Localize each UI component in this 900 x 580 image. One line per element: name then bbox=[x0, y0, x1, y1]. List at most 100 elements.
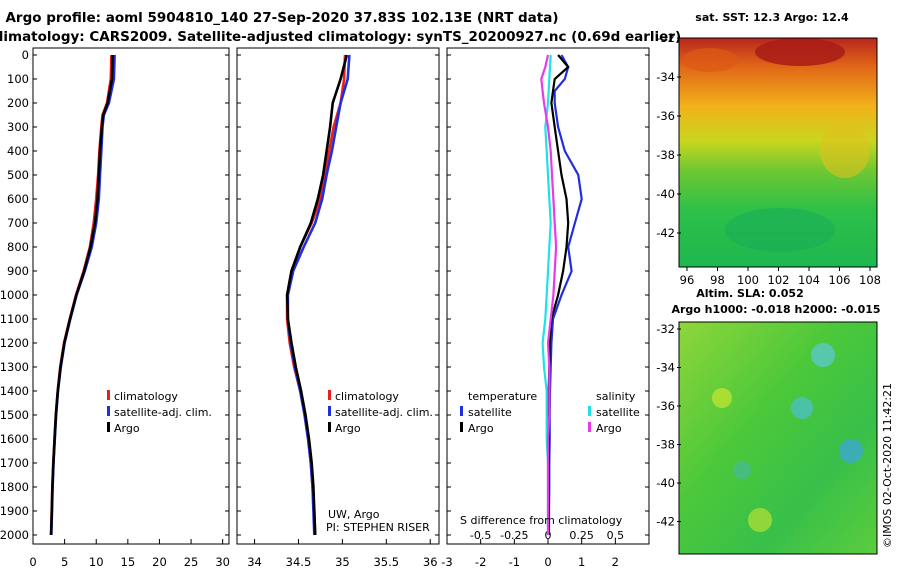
depth-tick-label: 100 bbox=[7, 72, 29, 86]
axes-layer: 0100200300400500600700800900100011001200… bbox=[0, 48, 649, 569]
salinity-x-tick-label: 36 bbox=[423, 555, 438, 569]
difference-x-tick-label: -1 bbox=[509, 555, 520, 569]
legend-label-satellite: satellite-adj. clim. bbox=[335, 406, 433, 419]
depth-tick-label: 2000 bbox=[0, 528, 29, 542]
temperature-x-tick-label: 30 bbox=[215, 555, 230, 569]
depth-tick-label: 1400 bbox=[0, 384, 29, 398]
sla-eddy bbox=[791, 397, 813, 419]
legend-label-climatology: climatology bbox=[114, 390, 178, 403]
salinity-x-tick-label: 35 bbox=[335, 555, 350, 569]
depth-tick-label: 300 bbox=[7, 120, 29, 134]
depth-tick-label: 400 bbox=[7, 144, 29, 158]
sla-lat-tick-label: -42 bbox=[656, 515, 675, 529]
sst-lon-tick-label: 98 bbox=[710, 273, 725, 287]
temperature-x-tick-label: 0 bbox=[29, 555, 36, 569]
sst-warm-patch bbox=[820, 122, 870, 178]
depth-tick-label: 600 bbox=[7, 192, 29, 206]
sst-lat-tick-label: -42 bbox=[656, 226, 675, 240]
sst-lat-tick-label: -36 bbox=[656, 109, 675, 123]
legend-swatch-temp-argo bbox=[460, 422, 463, 432]
salinity-difference-tick-label: 0.5 bbox=[607, 529, 625, 542]
depth-tick-label: 1000 bbox=[0, 288, 29, 302]
legend-swatch-sal-argo bbox=[588, 422, 591, 432]
difference-caption: S difference from climatology bbox=[460, 514, 623, 527]
sst-map bbox=[678, 37, 878, 268]
sst-cool-patch bbox=[725, 208, 835, 252]
legend-label-climatology: climatology bbox=[335, 390, 399, 403]
sst-warm-core bbox=[755, 38, 845, 66]
legend-swatch-satellite bbox=[107, 406, 110, 416]
depth-tick-label: 1700 bbox=[0, 456, 29, 470]
depth-tick-label: 1900 bbox=[0, 504, 29, 518]
sst-map-title: sat. SST: 12.3 Argo: 12.4 bbox=[695, 11, 849, 24]
legend-swatch-temp-satellite bbox=[460, 406, 463, 416]
profile-line-salinity-satellite-adj-clim- bbox=[286, 54, 351, 536]
sla-map-title2: Argo h1000: -0.018 h2000: -0.015 bbox=[671, 303, 880, 316]
depth-tick-label: 200 bbox=[7, 96, 29, 110]
depth-tick-label: 1100 bbox=[0, 312, 29, 326]
sst-lon-tick-label: 106 bbox=[829, 273, 851, 287]
temperature-x-tick-label: 25 bbox=[184, 555, 199, 569]
salinity-x-tick-label: 34.5 bbox=[286, 555, 312, 569]
profile-line-temperature-argo bbox=[49, 54, 114, 536]
sla-eddy bbox=[839, 439, 863, 463]
depth-tick-label: 0 bbox=[22, 48, 29, 62]
salinity-difference-tick-label: 0 bbox=[545, 529, 552, 542]
difference-x-tick-label: 0 bbox=[544, 555, 551, 569]
temperature-legend: climatology satellite-adj. clim. Argo bbox=[107, 390, 212, 435]
temperature-x-tick-label: 10 bbox=[89, 555, 104, 569]
temperature-x-tick-label: 5 bbox=[61, 555, 68, 569]
salinity-x-tick-label: 34 bbox=[247, 555, 262, 569]
sst-lon-tick-label: 108 bbox=[859, 273, 881, 287]
temperature-x-tick-label: 15 bbox=[121, 555, 136, 569]
depth-tick-label: 500 bbox=[7, 168, 29, 182]
difference-line-salinity-argo bbox=[540, 54, 558, 535]
profile-line-salinity-argo bbox=[285, 54, 349, 536]
legend-swatch-argo bbox=[107, 422, 110, 432]
profile-lines-layer bbox=[49, 54, 583, 536]
salinity-legend: climatology satellite-adj. clim. Argo UW… bbox=[326, 390, 433, 534]
profile-line-temperature-satellite-adj-clim- bbox=[50, 54, 116, 536]
salinity-difference-tick-label: -0.5 bbox=[470, 529, 491, 542]
legend-heading-salinity: salinity bbox=[596, 390, 636, 403]
temperature-x-tick-label: 20 bbox=[152, 555, 167, 569]
sst-lon-tick-label: 102 bbox=[768, 273, 790, 287]
sst-warm-patch bbox=[682, 48, 738, 72]
legend-label-temp-satellite: satellite bbox=[468, 406, 512, 419]
legend-label-satellite: satellite-adj. clim. bbox=[114, 406, 212, 419]
difference-x-tick-label: 1 bbox=[578, 555, 585, 569]
credit-line2: PI: STEPHEN RISER bbox=[326, 521, 430, 534]
legend-label-sal-satellite: satellite bbox=[596, 406, 640, 419]
sla-map-field bbox=[679, 322, 877, 554]
sst-lon-tick-label: 100 bbox=[737, 273, 759, 287]
legend-swatch-argo bbox=[328, 422, 331, 432]
depth-tick-label: 1500 bbox=[0, 408, 29, 422]
sst-lat-tick-label: -38 bbox=[656, 148, 675, 162]
difference-x-tick-label: -3 bbox=[441, 555, 452, 569]
depth-tick-label: 1800 bbox=[0, 480, 29, 494]
legend-swatch-climatology bbox=[107, 390, 110, 400]
temperature-plot-frame bbox=[32, 47, 230, 545]
sla-lat-tick-label: -38 bbox=[656, 438, 675, 452]
sla-map-frame bbox=[678, 321, 878, 555]
map-tick-labels: -32 -34 -36 -38 -40 -42 96 98 100 102 104 106 108 -32… bbox=[656, 31, 881, 529]
salinity-difference-tick-label: 0.25 bbox=[569, 529, 594, 542]
depth-tick-label: 700 bbox=[7, 216, 29, 230]
difference-legend: temperature salinity satellite Argo sate… bbox=[460, 390, 640, 527]
credit-line1: UW, Argo bbox=[328, 508, 380, 521]
imos-watermark: ©IMOS 02-Oct-2020 11:42:21 bbox=[881, 383, 894, 548]
sla-lat-tick-label: -32 bbox=[656, 322, 675, 336]
sla-eddy bbox=[811, 343, 835, 367]
sla-lat-tick-label: -34 bbox=[656, 361, 675, 375]
sla-eddy bbox=[733, 461, 751, 479]
depth-tick-label: 1300 bbox=[0, 360, 29, 374]
sla-lat-tick-label: -36 bbox=[656, 399, 675, 413]
legend-swatch-sal-satellite bbox=[588, 406, 591, 416]
sla-high bbox=[712, 388, 732, 408]
legend-swatch-satellite bbox=[328, 406, 331, 416]
depth-tick-label: 800 bbox=[7, 240, 29, 254]
legend-label-temp-argo: Argo bbox=[468, 422, 494, 435]
depth-tick-label: 1200 bbox=[0, 336, 29, 350]
sst-lon-tick-label: 104 bbox=[798, 273, 820, 287]
